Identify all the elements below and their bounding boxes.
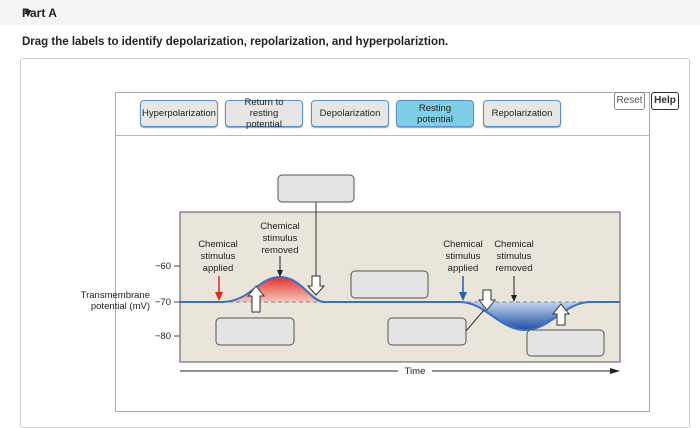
drag-label[interactable]: Repolarization <box>483 100 561 127</box>
drop-target[interactable] <box>387 317 467 346</box>
part-title: Part A <box>22 6 57 20</box>
drop-target[interactable] <box>526 329 605 357</box>
drop-target[interactable] <box>350 270 429 299</box>
instruction: Drag the labels to identify depolarizati… <box>22 36 449 48</box>
axis-label: Transmembrane <box>81 290 150 301</box>
reset-button[interactable]: Reset <box>614 92 645 110</box>
arrows <box>180 202 620 378</box>
annotation: Chemical stimulus applied <box>198 239 238 274</box>
annotation: Chemical stimulus removed <box>260 221 300 256</box>
drop-target[interactable] <box>215 317 295 346</box>
drag-area <box>115 92 650 412</box>
drag-label[interactable]: Depolarization <box>311 100 389 127</box>
drop-target[interactable] <box>277 174 355 203</box>
drag-label[interactable]: Return to resting potential <box>225 97 303 130</box>
axis-label: potential (mV) <box>91 301 150 312</box>
header[interactable]: ▼ Part A <box>0 0 700 25</box>
collapse-icon[interactable]: ▼ <box>22 6 34 20</box>
tick-label: −80 <box>155 331 171 342</box>
drag-label[interactable]: Hyperpolarization <box>140 100 218 127</box>
separator <box>115 135 650 136</box>
drag-label[interactable]: Resting potential <box>396 100 474 127</box>
annotation: Chemical stimulus applied <box>443 239 483 274</box>
tick-label: −60 <box>155 261 171 272</box>
tick-label: −70 <box>155 297 171 308</box>
annotation: Chemical stimulus removed <box>494 239 534 274</box>
potential-trace <box>180 275 620 332</box>
help-button[interactable]: Help <box>651 92 679 110</box>
axis-label: Time <box>405 366 426 377</box>
